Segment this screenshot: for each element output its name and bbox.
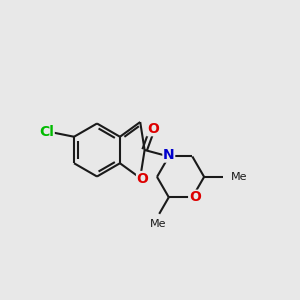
Text: O: O	[147, 122, 159, 136]
Text: O: O	[189, 190, 201, 204]
Text: Me: Me	[149, 219, 166, 229]
Text: N: N	[163, 148, 175, 162]
Text: O: O	[136, 172, 148, 185]
Text: Me: Me	[231, 172, 247, 182]
Text: Cl: Cl	[39, 125, 54, 139]
